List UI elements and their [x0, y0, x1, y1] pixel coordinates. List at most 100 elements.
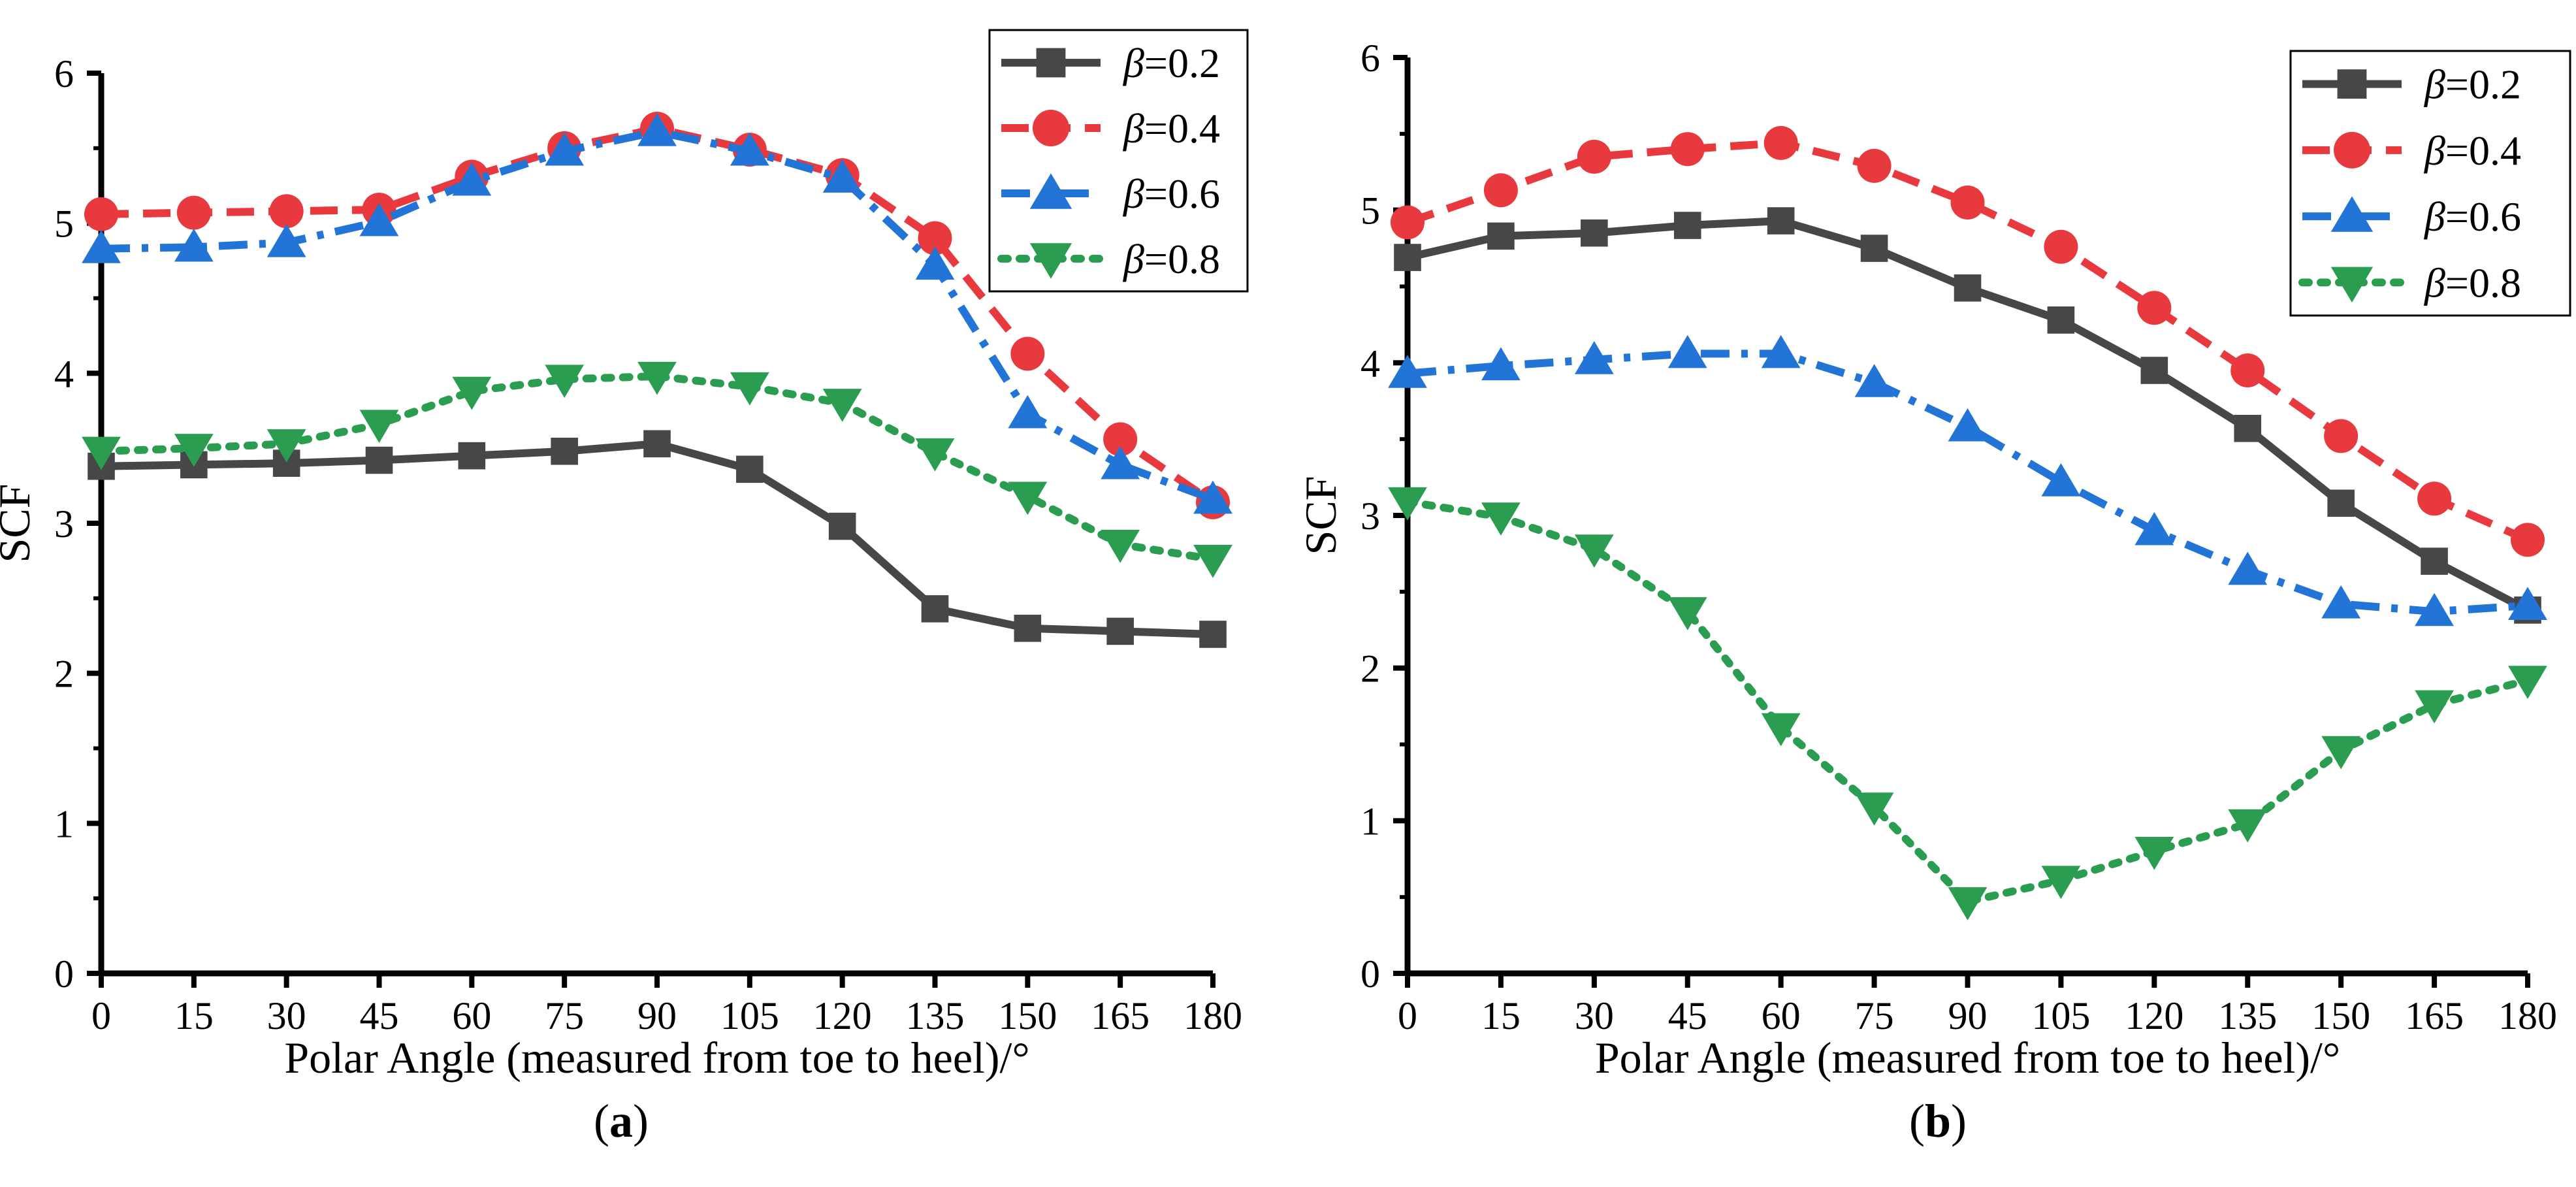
legend: β=0.2 β=0.4 β=0.6 β=0.8 — [2289, 50, 2571, 317]
data-point — [1193, 545, 1232, 578]
legend-label: β=0.4 — [2423, 127, 2521, 174]
data-point — [365, 446, 393, 474]
data-point — [1193, 480, 1232, 514]
series-1 — [1394, 207, 2541, 624]
x-tick-label: 120 — [2125, 994, 2183, 1037]
data-point — [359, 203, 399, 236]
y-tick-label: 6 — [54, 52, 74, 95]
x-axis-label: Polar Angle (measured from toe to heel)/… — [284, 1033, 1029, 1082]
data-point — [1574, 534, 1614, 568]
legend-marker — [2330, 267, 2374, 303]
data-point — [918, 221, 952, 255]
data-point — [545, 132, 585, 166]
x-tick-label: 120 — [813, 994, 872, 1037]
x-axis-label: Polar Angle (measured from toe to heel)/… — [1595, 1033, 2340, 1082]
data-point — [2321, 736, 2361, 770]
data-point — [2228, 809, 2268, 843]
data-point — [921, 595, 949, 623]
x-tick-label: 180 — [2498, 994, 2557, 1037]
x-tick-label: 135 — [906, 994, 965, 1037]
legend-marker — [1036, 48, 1066, 78]
data-point — [2421, 547, 2448, 575]
series-line — [101, 440, 1214, 638]
data-point — [1101, 446, 1140, 480]
data-point — [551, 437, 578, 465]
data-point — [2511, 523, 2545, 557]
y-tick-label: 1 — [54, 802, 74, 845]
data-point — [452, 162, 492, 196]
data-point — [1857, 148, 1892, 183]
data-point — [1014, 614, 1042, 642]
data-point — [269, 194, 304, 229]
data-point — [174, 434, 214, 467]
data-point — [822, 389, 862, 422]
panel-caption: (b) — [1909, 1095, 1967, 1147]
data-point — [643, 430, 671, 458]
x-tick-label: 105 — [720, 994, 779, 1037]
legend: β=0.2 β=0.4 β=0.6 β=0.8 — [988, 29, 1249, 293]
data-point — [1010, 336, 1045, 371]
data-point — [1667, 334, 1707, 368]
data-point — [1483, 173, 1518, 208]
data-point — [2508, 666, 2547, 699]
y-axis-label: SCF — [0, 484, 39, 563]
data-point — [2508, 587, 2547, 620]
data-point — [1103, 422, 1138, 457]
data-point — [1199, 621, 1227, 648]
y-tick-label: 0 — [54, 952, 74, 996]
legend-label: β=0.8 — [2423, 259, 2521, 306]
x-tick-label: 15 — [1481, 994, 1521, 1037]
x-tick-label: 15 — [174, 994, 214, 1037]
y-tick-label: 6 — [1360, 37, 1380, 80]
data-point — [1667, 597, 1707, 630]
data-point — [458, 442, 486, 470]
y-tick-label: 2 — [1360, 647, 1380, 691]
data-point — [174, 228, 214, 262]
x-tick-label: 180 — [1183, 994, 1242, 1037]
y-tick-label: 3 — [1360, 495, 1380, 538]
x-tick-label: 105 — [2031, 994, 2090, 1037]
x-tick-label: 135 — [2218, 994, 2277, 1037]
legend-marker — [1033, 110, 1069, 146]
data-point — [452, 376, 492, 410]
x-tick-label: 0 — [1398, 994, 1417, 1037]
data-point — [266, 429, 306, 463]
data-point — [730, 132, 769, 166]
legend-marker — [1029, 173, 1072, 209]
data-point — [2044, 229, 2078, 264]
series-line — [97, 372, 1217, 564]
x-tick-label: 30 — [1575, 994, 1614, 1037]
data-point — [1574, 341, 1614, 374]
y-tick-label: 0 — [1360, 952, 1380, 996]
data-point — [359, 410, 399, 444]
data-point — [637, 361, 677, 395]
data-point — [1388, 487, 1427, 521]
legend-label: β=0.2 — [1122, 40, 1220, 86]
data-point — [1854, 792, 1894, 826]
y-tick-label: 4 — [1360, 342, 1380, 385]
data-point — [1767, 207, 1795, 235]
data-point — [1581, 219, 1608, 247]
data-point — [730, 372, 769, 406]
data-point — [1670, 132, 1705, 167]
data-point — [2041, 866, 2081, 900]
data-point — [2415, 593, 2454, 626]
x-tick-label: 75 — [545, 994, 584, 1037]
x-tick-label: 75 — [1855, 994, 1894, 1037]
legend-marker — [2337, 69, 2367, 99]
data-point — [2415, 690, 2454, 724]
data-point — [1008, 395, 1048, 429]
data-point — [2234, 415, 2262, 442]
data-point — [1948, 408, 1988, 442]
data-point — [84, 197, 118, 231]
y-tick-label: 5 — [54, 203, 74, 246]
data-point — [2134, 836, 2174, 870]
y-tick-label: 2 — [54, 653, 74, 696]
legend-label: β=0.6 — [1122, 171, 1220, 217]
data-point — [1391, 205, 1425, 240]
data-point — [2047, 306, 2075, 334]
series-4 — [82, 361, 1232, 578]
legend-marker — [2330, 196, 2374, 232]
data-point — [1763, 125, 1798, 160]
